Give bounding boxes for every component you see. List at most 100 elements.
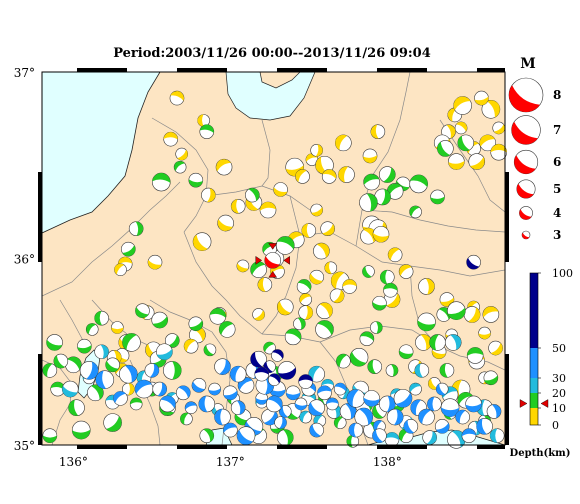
focal-mechanism-beachball — [169, 90, 185, 106]
focal-mechanism-beachball — [338, 166, 355, 183]
focal-mechanism-beachball — [463, 306, 481, 323]
frame-bar-top — [377, 68, 427, 72]
focal-mechanism-beachball — [372, 225, 390, 243]
map-frame-ticks — [38, 68, 509, 449]
magnitude-legend-beachball — [511, 115, 541, 145]
focal-mechanism-beachball — [77, 338, 92, 354]
focal-mechanism-beachball — [274, 416, 287, 429]
focal-mechanism-beachball — [105, 357, 120, 373]
focal-mechanism-beachball — [427, 396, 442, 412]
focal-mechanism-beachball — [378, 166, 396, 183]
focal-mechanism-beachball — [437, 140, 454, 157]
focal-mechanism-beachball — [162, 361, 182, 380]
y-tick-label: 36° — [14, 253, 35, 267]
focal-mechanism-beachball — [435, 382, 449, 396]
focal-mechanism-beachball — [284, 328, 302, 346]
latest-event-pointer — [255, 255, 263, 265]
focal-mechanism-beachball — [68, 399, 85, 417]
focal-mechanism-beachball — [111, 321, 124, 334]
focal-mechanism-beachball — [324, 261, 338, 275]
axis-labels: 136° 137° 138° 37° 36° 35° — [14, 66, 402, 469]
focal-mechanism-beachball — [372, 295, 387, 311]
focal-mechanism-beachball — [313, 242, 330, 260]
focal-mechanism-beachball — [46, 334, 63, 351]
y-tick-label: 35° — [14, 439, 35, 453]
focal-mechanism-beachball — [217, 214, 234, 232]
focal-mechanism-beachball — [440, 398, 460, 418]
frame-bar-right — [505, 354, 509, 445]
focal-mechanism-beachball — [250, 350, 267, 368]
frame-bar-top — [477, 68, 505, 72]
x-tick-label: 136° — [59, 455, 88, 469]
focal-mechanism-beachball — [114, 263, 127, 276]
focal-mechanism-beachball — [457, 134, 475, 152]
focal-mechanism-beachball — [384, 432, 400, 447]
focal-mechanism-beachball — [383, 282, 398, 298]
focal-mechanism-beachball — [197, 114, 210, 127]
frame-bar-bottom — [477, 445, 505, 449]
focal-mechanism-beachball — [298, 374, 313, 389]
focal-mechanism-beachball — [65, 356, 82, 374]
depth-bar-outline — [529, 272, 539, 426]
focal-mechanism-beachball — [486, 404, 502, 419]
focal-mechanism-beachball — [245, 187, 260, 203]
depth-tick-label: 0 — [552, 419, 559, 432]
focal-mechanism-beachball — [152, 381, 168, 397]
focal-mechanism-beachball — [293, 317, 306, 331]
border-line — [299, 231, 505, 277]
focal-mechanism-beachball — [409, 382, 422, 396]
focal-mechanism-beachball — [264, 252, 282, 269]
focal-mechanism-beachball — [53, 353, 69, 369]
focal-mechanism-beachball — [79, 361, 99, 380]
frame-bar-top — [77, 68, 127, 72]
focal-mechanism-beachball — [367, 359, 383, 374]
focal-mechanism-beachball — [316, 302, 333, 320]
focal-mechanism-beachball — [230, 400, 246, 416]
focal-mechanism-beachball — [267, 373, 281, 387]
magnitude-legend-label: 5 — [553, 182, 561, 196]
border-line — [151, 117, 209, 233]
frame-bar-bottom — [377, 445, 427, 449]
focal-mechanism-beachball — [285, 385, 301, 401]
focal-mechanism-beachball — [320, 221, 335, 236]
focal-mechanism-beachball — [214, 358, 231, 375]
focal-mechanism-beachball — [308, 399, 325, 417]
focal-mechanism-beachball — [370, 321, 383, 334]
focal-mechanism-beachball — [295, 169, 310, 184]
focal-mechanism-beachball — [349, 348, 369, 367]
map-area: 136° 137° 138° 37° 36° 35° — [14, 66, 509, 469]
focal-mechanism-beachball — [134, 379, 154, 399]
frame-bar-bottom — [177, 445, 227, 449]
focal-mechanism-beachball — [417, 312, 436, 332]
focal-mechanism-beachball — [447, 301, 466, 321]
focal-mechanism-beachball — [296, 279, 312, 294]
focal-mechanism-beachball — [151, 311, 169, 329]
magnitude-legend-beachball — [516, 179, 536, 199]
focal-mechanism-beachball — [223, 422, 238, 438]
depth-band — [530, 273, 538, 348]
focal-mechanism-beachball — [276, 429, 294, 446]
depth-tick-label: 30 — [552, 372, 566, 385]
depth-scale-title: Depth(km) — [510, 448, 571, 459]
focal-mechanism-beachball — [95, 370, 115, 390]
focal-mechanism-beachball — [483, 370, 499, 386]
focal-mechanism-beachball — [198, 395, 216, 413]
focal-mechanism-beachball — [151, 172, 171, 192]
focal-mechanism-beachball — [156, 343, 173, 361]
focal-mechanism-beachball — [409, 174, 428, 194]
focal-mechanism-beachball — [326, 404, 342, 419]
focal-mechanism-beachball — [299, 410, 312, 424]
focal-mechanism-beachball — [348, 422, 364, 438]
focal-mechanism-beachball — [277, 361, 297, 380]
focal-mechanism-beachball — [315, 320, 334, 339]
focal-mechanism-beachball — [403, 419, 419, 434]
focal-mechanism-beachball — [273, 182, 288, 197]
focal-mechanism-beachball — [188, 316, 204, 332]
focal-mechanism-beachball — [144, 363, 160, 378]
focal-mechanism-beachball — [309, 269, 324, 285]
focal-mechanism-beachball — [370, 124, 386, 139]
focal-mechanism-beachball — [418, 278, 435, 295]
focal-mechanism-beachball — [259, 201, 277, 219]
focal-mechanism-beachball — [50, 381, 65, 397]
